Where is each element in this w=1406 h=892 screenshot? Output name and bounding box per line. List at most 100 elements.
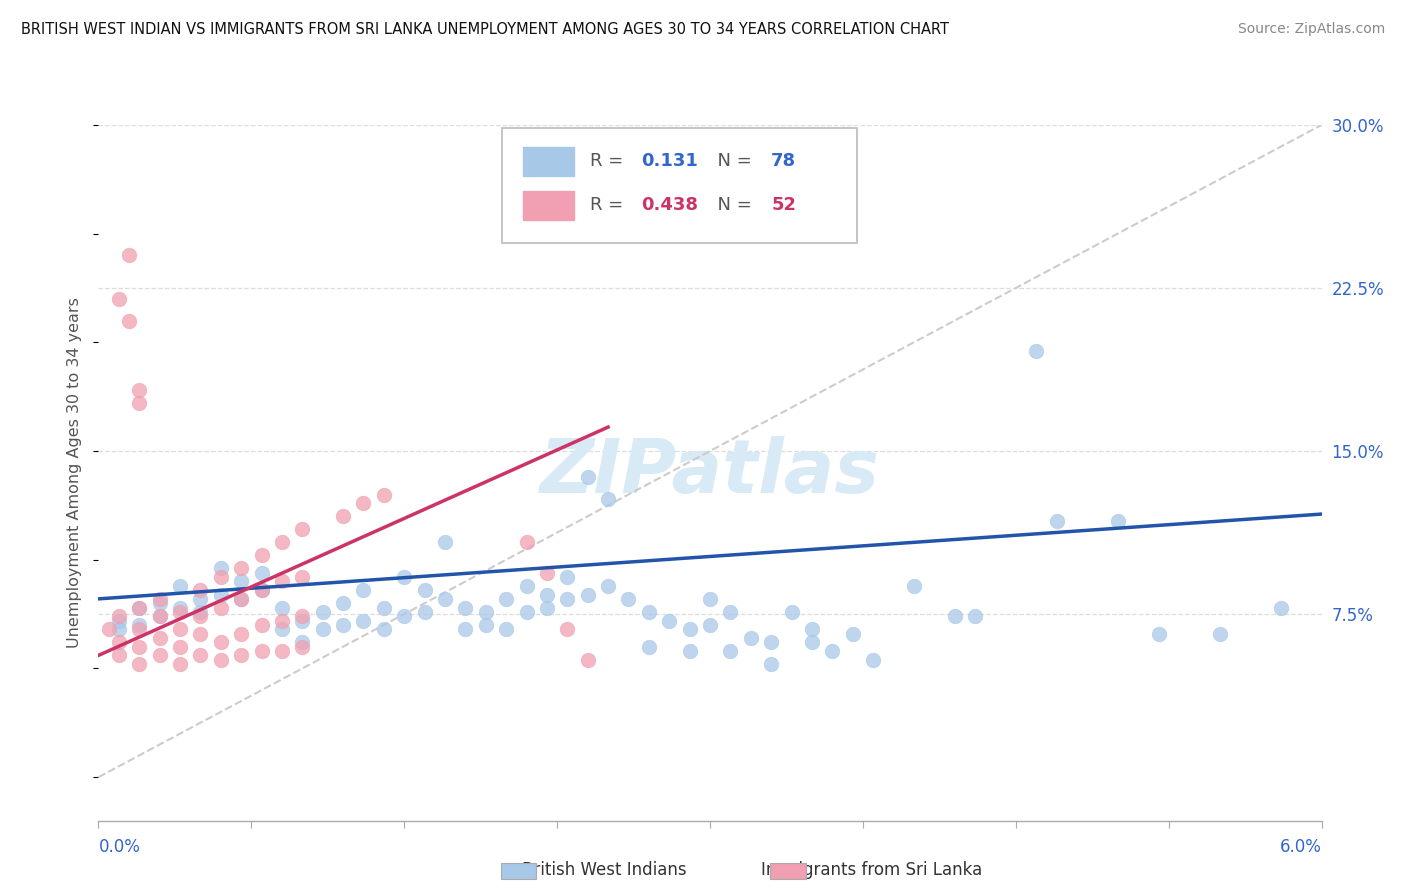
Point [291,609,314,624]
Point [332,618,354,632]
Point [373,623,395,637]
Point [801,623,824,637]
Point [209,588,232,602]
Point [474,618,498,632]
Point [128,600,150,615]
Point [169,623,191,637]
Point [617,591,640,606]
Point [841,626,863,640]
Point [555,591,579,606]
Point [516,579,538,593]
Point [231,574,253,589]
Point [169,657,191,671]
Point [128,396,150,410]
Point [270,644,292,658]
Point [128,618,150,632]
Text: Immigrants from Sri Lanka: Immigrants from Sri Lanka [761,861,983,879]
Point [392,570,416,584]
Point [801,635,824,649]
Point [495,591,517,606]
Text: BRITISH WEST INDIAN VS IMMIGRANTS FROM SRI LANKA UNEMPLOYMENT AMONG AGES 30 TO 3: BRITISH WEST INDIAN VS IMMIGRANTS FROM S… [21,22,949,37]
Point [128,657,150,671]
Point [373,600,395,615]
Point [108,635,131,649]
Point [149,609,172,624]
Point [169,640,191,654]
Point [555,623,579,637]
Point [250,549,273,563]
Point [862,653,884,667]
Point [718,644,742,658]
Text: 0.131: 0.131 [641,152,699,170]
Point [598,491,620,506]
Point [149,648,172,663]
Point [1270,600,1292,615]
Point [188,626,212,640]
Point [1147,626,1170,640]
Point [699,618,721,632]
Point [598,579,620,593]
Point [963,609,986,624]
Point [576,470,599,484]
Point [188,609,212,624]
Point [373,487,395,501]
Point [679,644,702,658]
Point [231,626,253,640]
Text: R =: R = [591,152,628,170]
Point [637,605,661,619]
Point [270,614,292,628]
Point [1107,514,1129,528]
Point [679,623,702,637]
Point [270,623,292,637]
Point [108,292,131,306]
FancyBboxPatch shape [523,191,574,220]
Point [270,535,292,549]
Point [536,566,558,580]
Point [718,605,742,619]
Point [128,383,150,397]
Point [903,579,925,593]
Point [231,591,253,606]
Point [740,631,762,645]
Point [250,566,273,580]
Point [413,605,436,619]
Point [108,623,131,637]
Point [108,648,131,663]
Point [943,609,966,624]
Point [291,635,314,649]
Point [291,640,314,654]
Point [209,561,232,575]
Point [311,623,335,637]
Text: N =: N = [706,196,758,214]
Point [454,600,477,615]
Point [209,600,232,615]
Point [149,609,172,624]
Text: Source: ZipAtlas.com: Source: ZipAtlas.com [1237,22,1385,37]
Point [516,535,538,549]
Point [699,591,721,606]
Point [169,600,191,615]
Point [250,583,273,598]
Point [231,591,253,606]
Point [209,653,232,667]
Point [188,648,212,663]
Text: 0.438: 0.438 [641,196,699,214]
Point [188,591,212,606]
Point [474,605,498,619]
Point [188,605,212,619]
Point [761,657,783,671]
Text: 6.0%: 6.0% [1279,838,1322,856]
Text: 52: 52 [772,196,796,214]
Point [536,600,558,615]
Point [516,605,538,619]
Text: N =: N = [706,152,758,170]
Point [291,522,314,536]
FancyBboxPatch shape [502,128,856,244]
Point [555,570,579,584]
Point [761,635,783,649]
Point [231,648,253,663]
Point [495,623,517,637]
Point [209,635,232,649]
Point [291,570,314,584]
Point [128,600,150,615]
